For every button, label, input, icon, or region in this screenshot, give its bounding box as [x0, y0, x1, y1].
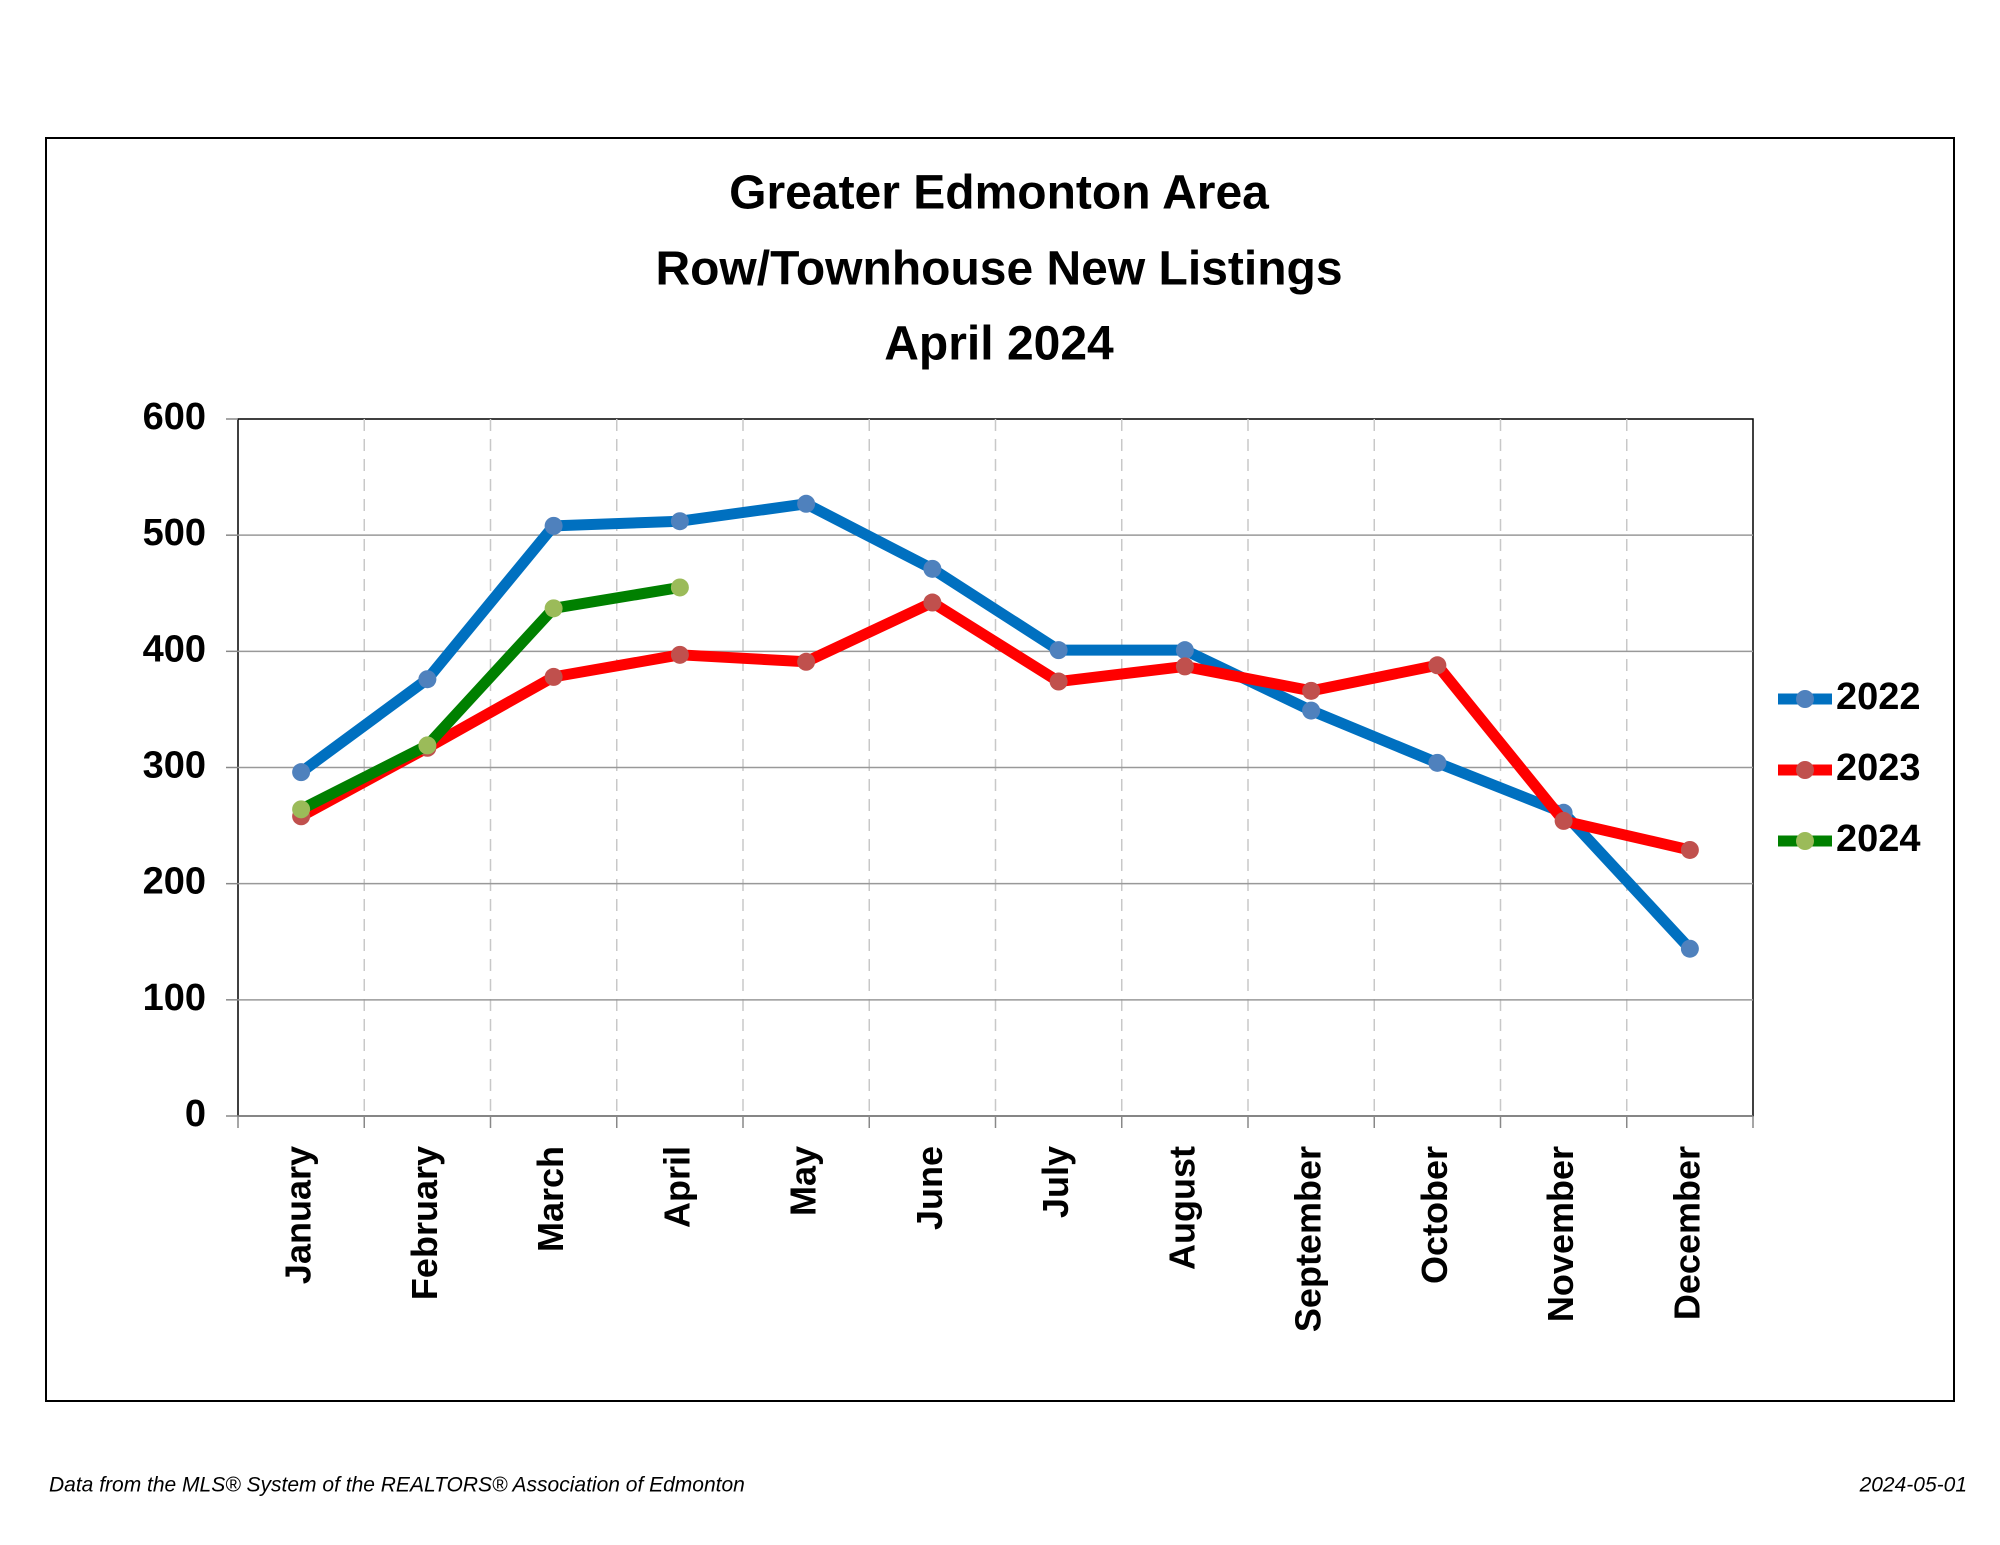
legend-label: 2024: [1836, 818, 1921, 860]
y-tick-label: 300: [143, 745, 206, 787]
series-marker: [1680, 840, 1699, 859]
y-tick-label: 200: [143, 861, 206, 903]
series-marker: [1049, 672, 1068, 691]
legend-label: 2022: [1836, 676, 1921, 718]
x-tick-label: August: [1161, 1146, 1202, 1270]
series-marker: [544, 667, 563, 686]
x-tick-label: October: [1414, 1146, 1455, 1284]
footer-source: Data from the MLS® System of the REALTOR…: [49, 1474, 745, 1497]
series-marker: [1175, 657, 1194, 676]
series-marker: [1049, 641, 1068, 660]
series-line: [297, 498, 1694, 953]
series-marker: [544, 599, 563, 618]
x-tick-label: September: [1288, 1146, 1329, 1332]
series-marker: [923, 559, 942, 578]
y-tick-label: 0: [185, 1093, 206, 1135]
chart-title: Row/Townhouse New Listings: [655, 243, 1342, 296]
y-tick-label: 600: [143, 396, 206, 438]
series-marker: [418, 736, 437, 755]
series-marker: [1428, 753, 1447, 772]
series-marker: [292, 800, 311, 819]
x-tick-label: April: [656, 1146, 697, 1228]
series-marker: [670, 512, 689, 531]
x-tick-label: June: [909, 1146, 950, 1230]
series-marker: [1428, 656, 1447, 675]
x-tick-label: January: [278, 1146, 319, 1284]
series-marker: [1302, 701, 1321, 720]
x-tick-label: March: [530, 1146, 571, 1252]
x-tick-label: December: [1666, 1146, 1707, 1320]
footer-date: 2024-05-01: [1859, 1474, 1967, 1497]
x-tick-label: May: [783, 1146, 824, 1216]
series-marker: [1175, 641, 1194, 660]
chart-title: Greater Edmonton Area: [729, 167, 1269, 220]
series-line: [298, 597, 1692, 856]
legend-marker: [1796, 690, 1814, 708]
series-marker: [670, 578, 689, 597]
x-tick-label: February: [404, 1146, 445, 1300]
series-marker: [418, 670, 437, 689]
x-tick-label: July: [1035, 1146, 1076, 1218]
series-marker: [797, 652, 816, 671]
x-tick-label: November: [1540, 1146, 1581, 1322]
series-marker: [797, 494, 816, 513]
legend-marker: [1796, 832, 1814, 850]
series-marker: [1680, 939, 1699, 958]
series-marker: [1554, 811, 1573, 830]
series-marker: [292, 763, 311, 782]
series-line: [298, 582, 681, 815]
series-marker: [923, 593, 942, 612]
y-tick-label: 500: [143, 512, 206, 554]
series-marker: [544, 516, 563, 535]
y-tick-label: 400: [143, 628, 206, 670]
series-marker: [1302, 681, 1321, 700]
legend-marker: [1796, 761, 1814, 779]
y-tick-label: 100: [143, 977, 206, 1019]
legend-label: 2023: [1836, 747, 1921, 789]
chart-title: April 2024: [884, 318, 1114, 371]
series-marker: [670, 645, 689, 664]
